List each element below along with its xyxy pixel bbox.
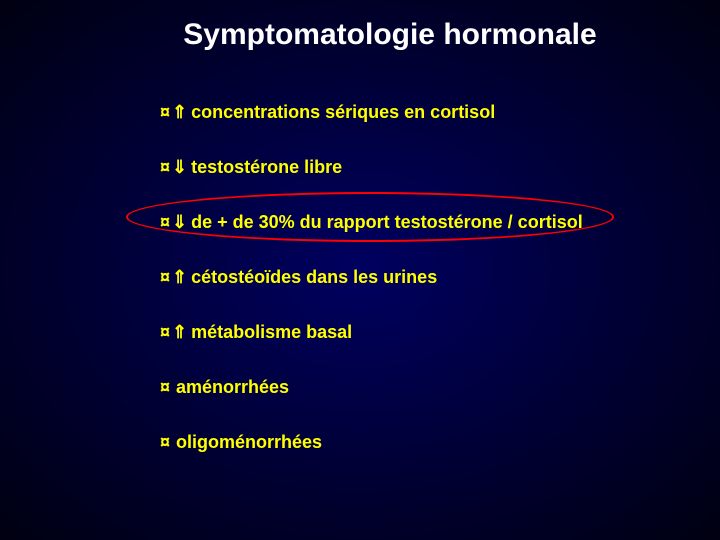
bullet-list: ¤⇑concentrations sériques en cortisol ¤⇓… <box>160 102 680 487</box>
bullet-icon: ¤ <box>160 267 170 287</box>
item-text: de + de 30% du rapport testostérone / co… <box>191 212 583 232</box>
list-item: ¤⇑cétostéoïdes dans les urines <box>160 267 680 288</box>
bullet-icon: ¤ <box>160 157 170 177</box>
item-text: cétostéoïdes dans les urines <box>191 267 437 287</box>
slide: Symptomatologie hormonale ¤⇑concentratio… <box>0 0 720 540</box>
arrow-up-icon: ⇑ <box>172 102 187 122</box>
list-item: ¤⇓testostérone libre <box>160 157 680 178</box>
bullet-icon: ¤ <box>160 322 170 342</box>
item-text: aménorrhées <box>176 377 289 397</box>
item-text: métabolisme basal <box>191 322 352 342</box>
arrow-down-icon: ⇓ <box>172 212 187 232</box>
list-item: ¤ oligoménorrhées <box>160 432 680 453</box>
item-text: concentrations sériques en cortisol <box>191 102 495 122</box>
list-item: ¤⇑métabolisme basal <box>160 322 680 343</box>
arrow-up-icon: ⇑ <box>172 267 187 287</box>
bullet-icon: ¤ <box>160 102 170 122</box>
arrow-up-icon: ⇑ <box>172 322 187 342</box>
arrow-down-icon: ⇓ <box>172 157 187 177</box>
bullet-icon: ¤ <box>160 432 170 452</box>
list-item: ¤⇓de + de 30% du rapport testostérone / … <box>160 212 680 233</box>
list-item: ¤ aménorrhées <box>160 377 680 398</box>
slide-title: Symptomatologie hormonale <box>0 18 720 52</box>
bullet-icon: ¤ <box>160 377 170 397</box>
list-item: ¤⇑concentrations sériques en cortisol <box>160 102 680 123</box>
item-text: testostérone libre <box>191 157 342 177</box>
item-text: oligoménorrhées <box>176 432 322 452</box>
bullet-icon: ¤ <box>160 212 170 232</box>
